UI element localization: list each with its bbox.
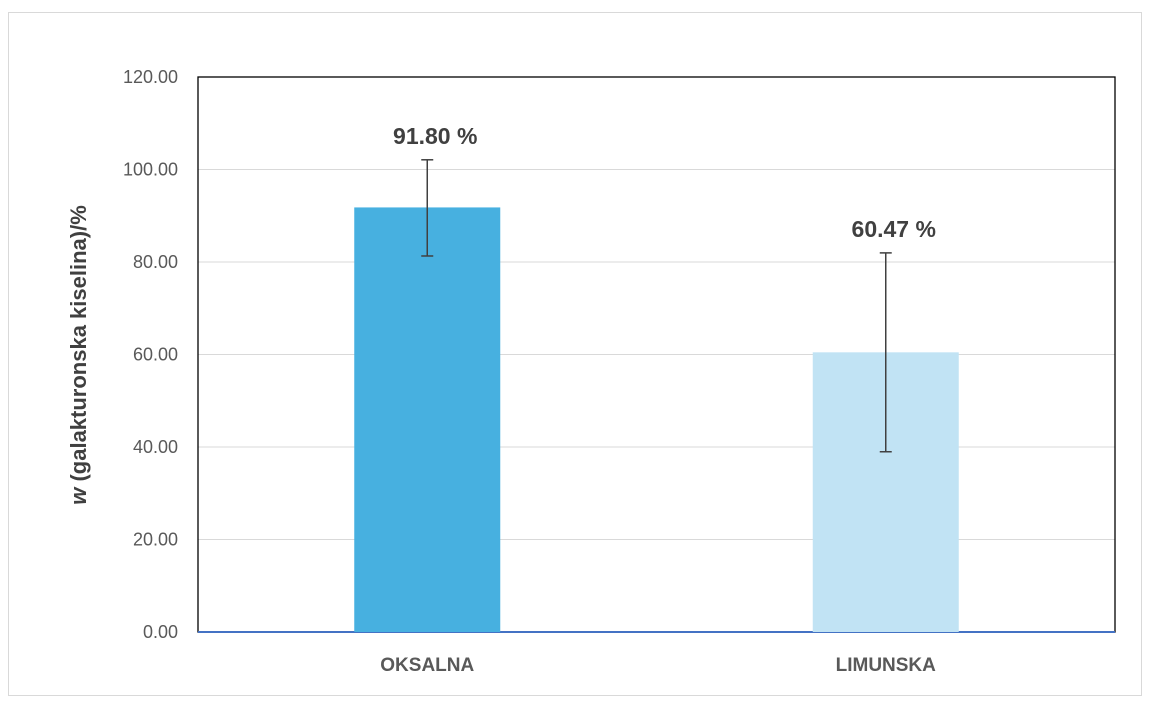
y-axis-title: w (galakturonska kiselina)/% [66,205,91,505]
y-tick-label: 20.00 [133,530,178,550]
y-tick-label: 60.00 [133,345,178,365]
y-tick-label: 40.00 [133,437,178,457]
y-tick-label: 100.00 [123,160,178,180]
bars [354,207,959,633]
gridlines [197,76,1116,633]
bar [354,207,501,633]
data-label: 60.47 % [852,216,936,242]
y-tick-labels: 0.00 20.00 40.00 60.00 80.00 100.00 120.00 [123,67,178,642]
data-label: 91.80 % [393,123,477,149]
error-bars [421,159,892,453]
y-tick-label: 80.00 [133,252,178,272]
y-tick-label: 120.00 [123,67,178,87]
x-category-label: LIMUNSKA [836,655,937,676]
x-category-labels: OKSALNA LIMUNSKA [380,655,936,676]
data-labels: 91.80 % 60.47 % [393,123,936,242]
y-tick-label: 0.00 [143,622,178,642]
x-category-label: OKSALNA [380,655,474,676]
